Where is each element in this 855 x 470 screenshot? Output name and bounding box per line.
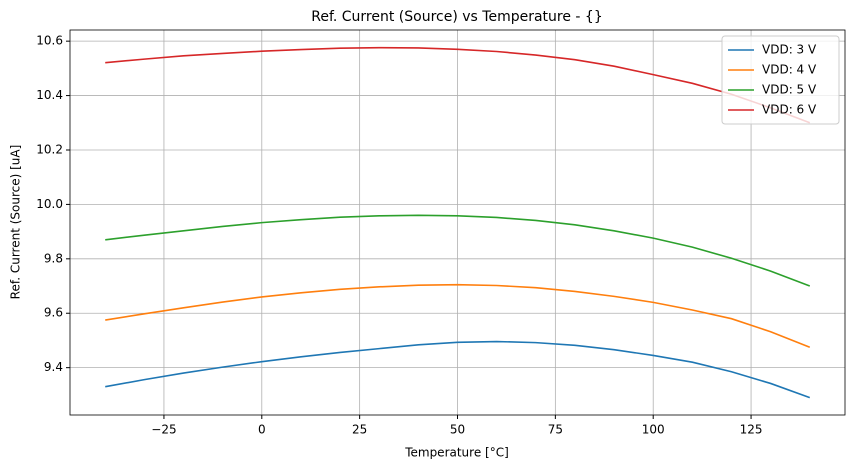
x-tick-label: 100 (642, 423, 665, 437)
chart-title: Ref. Current (Source) vs Temperature - {… (311, 9, 603, 25)
y-tick-label: 10.0 (36, 197, 63, 211)
x-tick-label: −25 (151, 423, 176, 437)
y-axis-label: Ref. Current (Source) [uA] (9, 145, 23, 300)
y-tick-label: 10.6 (36, 34, 63, 48)
line-series (105, 46, 811, 124)
legend-label: VDD: 4 V (762, 63, 817, 77)
x-tick-label: 75 (548, 423, 563, 437)
legend-box (721, 35, 840, 125)
y-tick-label: 9.6 (44, 306, 63, 320)
y-tick-label: 9.8 (44, 251, 63, 265)
legend-label: VDD: 6 V (762, 103, 817, 117)
line-series (105, 214, 811, 287)
line-series (105, 340, 811, 399)
x-tick-label: 25 (352, 423, 367, 437)
legend-label: VDD: 3 V (762, 43, 817, 57)
y-tick-label: 9.4 (44, 360, 63, 374)
x-tick-label: 0 (258, 423, 266, 437)
legend-label: VDD: 5 V (762, 83, 817, 97)
x-tick-label: 125 (740, 423, 763, 437)
plot-frame (69, 29, 846, 416)
y-tick-label: 10.4 (36, 88, 63, 102)
y-tick-label: 10.2 (36, 142, 63, 156)
line-series (105, 283, 811, 348)
legend: VDD: 3 V VDD: 4 V VDD: 5 V VDD: 6 V (721, 35, 840, 125)
x-tick-label: 50 (450, 423, 465, 437)
x-axis-label: Temperature [°C] (404, 446, 509, 460)
